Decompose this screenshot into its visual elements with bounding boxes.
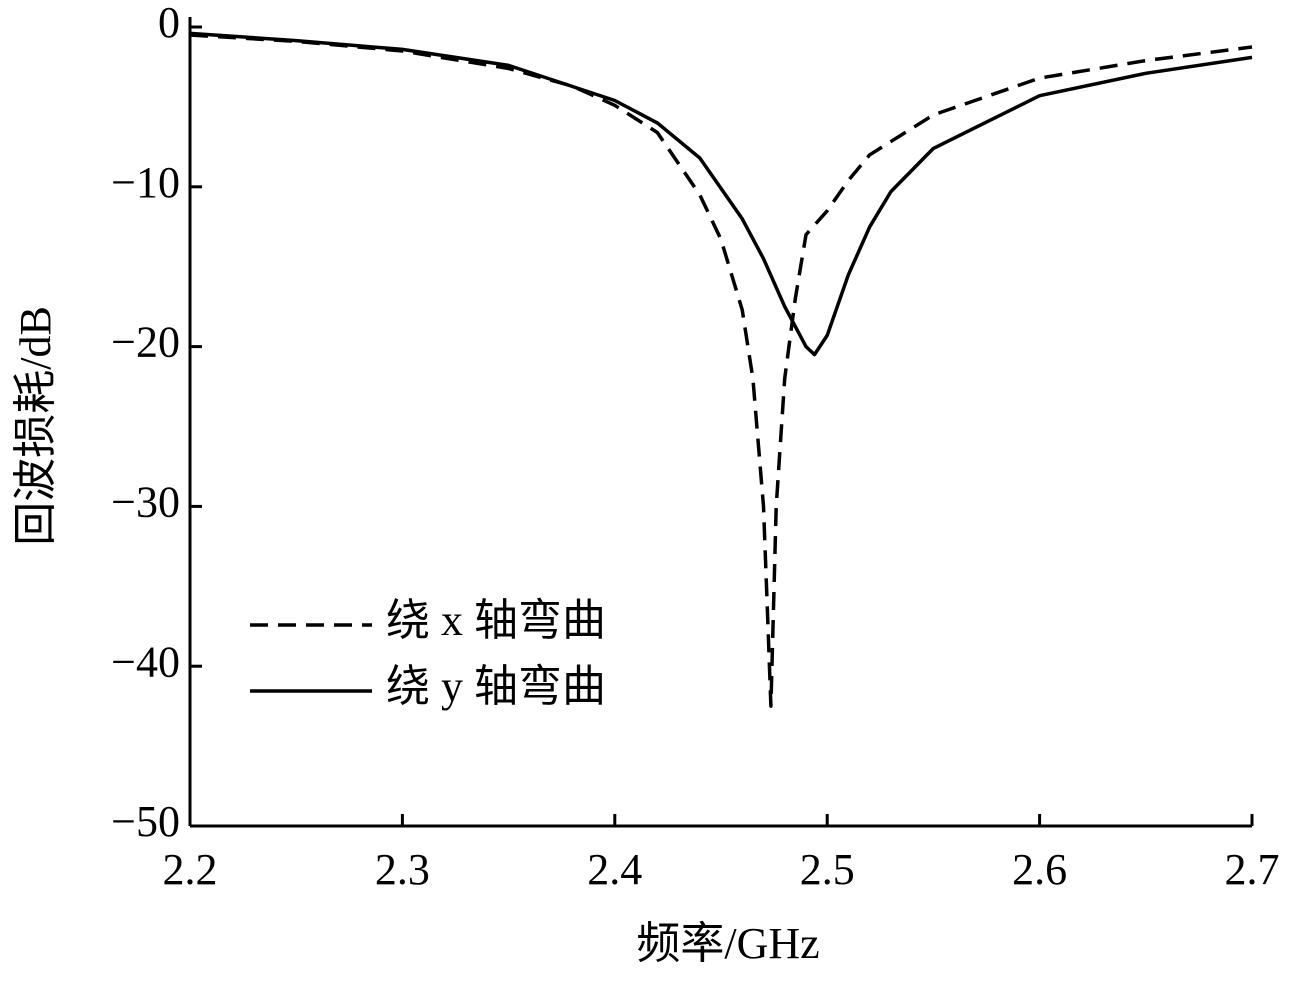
x-tick-label: 2.6 [1012,845,1067,894]
x-tick-label: 2.3 [375,845,430,894]
y-tick-label: −40 [111,637,180,686]
y-tick-label: 0 [158,0,180,47]
series-line [189,33,1253,708]
y-axis-label: 回波损耗/dB [11,306,60,546]
legend-label: 绕 x 轴弯曲 [386,596,606,645]
x-tick-label: 2.2 [163,845,218,894]
series-line [189,31,1253,357]
y-tick-label: −10 [111,158,180,207]
x-axis-label: 频率/GHz [636,919,819,968]
y-tick-label: −30 [111,477,180,526]
y-tick-label: −50 [111,797,180,846]
x-tick-label: 2.4 [587,845,642,894]
legend-label: 绕 y 轴弯曲 [386,662,606,711]
x-tick-label: 2.7 [1225,845,1280,894]
y-tick-label: −20 [111,318,180,367]
x-tick-label: 2.5 [800,845,855,894]
